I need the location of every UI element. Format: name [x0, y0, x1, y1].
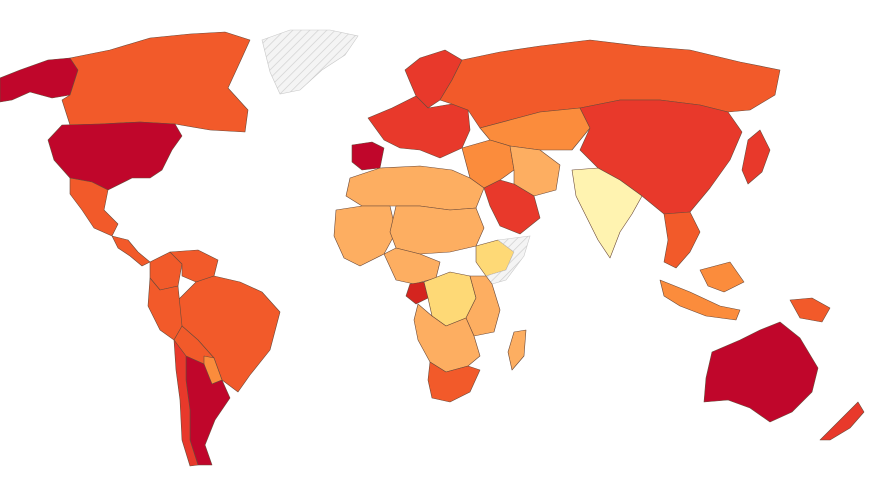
- region-madagascar[interactable]: [507, 329, 527, 371]
- region-europe[interactable]: [367, 95, 471, 159]
- region-usa[interactable]: [47, 121, 183, 191]
- region-india[interactable]: [571, 167, 643, 259]
- region-china[interactable]: [579, 99, 743, 215]
- region-southeast-asia[interactable]: [663, 211, 701, 269]
- region-papua[interactable]: [789, 297, 831, 323]
- region-southern-africa[interactable]: [413, 303, 481, 373]
- region-alaska[interactable]: [0, 57, 79, 103]
- region-sudan-chad[interactable]: [389, 205, 485, 255]
- region-iran[interactable]: [509, 145, 561, 197]
- region-east-africa[interactable]: [465, 275, 501, 337]
- region-central-america[interactable]: [111, 235, 151, 267]
- region-greenland[interactable]: [261, 29, 359, 95]
- region-new-zealand[interactable]: [819, 401, 865, 441]
- region-japan[interactable]: [741, 129, 771, 185]
- region-central-africa[interactable]: [383, 247, 441, 285]
- region-gabon[interactable]: [405, 281, 429, 305]
- region-indonesia[interactable]: [659, 261, 745, 321]
- region-chile[interactable]: [173, 339, 199, 467]
- region-north-africa[interactable]: [345, 165, 485, 211]
- region-canada[interactable]: [61, 31, 251, 133]
- region-south-africa[interactable]: [427, 361, 481, 403]
- region-australia[interactable]: [703, 321, 819, 423]
- region-mexico[interactable]: [69, 177, 119, 237]
- region-saudi-arabia[interactable]: [483, 179, 541, 235]
- region-iberia[interactable]: [351, 141, 385, 171]
